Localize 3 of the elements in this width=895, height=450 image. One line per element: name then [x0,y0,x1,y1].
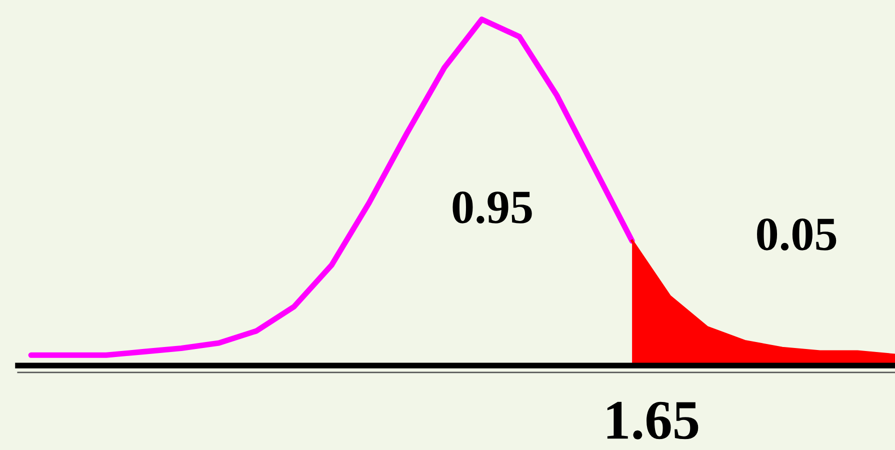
annotation: 0.05 [757,218,836,251]
text: 1.65 [607,402,698,440]
annotation: 0.95 [452,191,532,224]
